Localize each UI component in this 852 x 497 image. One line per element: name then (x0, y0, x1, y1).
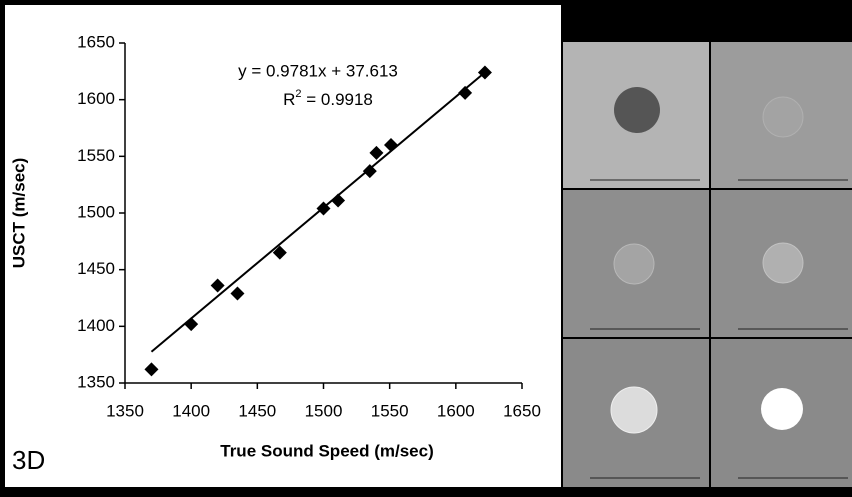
r2-rest: = 0.9918 (302, 90, 373, 109)
data-point (362, 164, 377, 179)
tile-scales (590, 179, 848, 479)
trendline (150, 71, 486, 353)
data-point (331, 193, 346, 208)
y-tick-label: 1600 (77, 89, 115, 108)
phantom (613, 243, 655, 285)
y-tick-label: 1450 (77, 259, 115, 278)
phantom (762, 242, 804, 284)
data-point (230, 286, 245, 301)
data-point (316, 201, 331, 216)
data-point (383, 138, 398, 152)
data-point (369, 145, 384, 160)
data-point (272, 245, 287, 260)
x-axis-title: True Sound Speed (m/sec) (220, 441, 434, 460)
x-tick-label: 1650 (503, 401, 541, 420)
data-point (477, 65, 492, 80)
x-tick-label: 1400 (172, 401, 210, 420)
y-axis-title: USCT (m/sec) (9, 158, 28, 269)
phantom (762, 96, 804, 138)
x-tick-label: 1500 (305, 401, 343, 420)
data-point (184, 317, 199, 332)
r-squared: R2 = 0.9918 (283, 88, 373, 110)
data-point (210, 278, 225, 293)
image-panel (563, 42, 852, 487)
data-point (458, 85, 473, 100)
y-tick-label: 1550 (77, 146, 115, 165)
x-tick-label: 1350 (106, 401, 144, 420)
x-tick-label: 1550 (371, 401, 409, 420)
y-tick-label: 1650 (77, 32, 115, 51)
panel-label: 3D (12, 445, 45, 475)
x-tick-label: 1450 (238, 401, 276, 420)
x-tick-label: 1600 (437, 401, 475, 420)
phantom (761, 388, 803, 430)
phantom (614, 87, 660, 133)
data-point (144, 362, 159, 377)
phantom (610, 386, 658, 434)
y-tick-label: 1350 (77, 372, 115, 391)
r2-base: R (283, 90, 295, 109)
r2-sup: 2 (295, 88, 301, 100)
trendline-equation: y = 0.9781x + 37.613 (238, 61, 398, 80)
y-tick-label: 1500 (77, 202, 115, 221)
y-tick-label: 1400 (77, 316, 115, 335)
